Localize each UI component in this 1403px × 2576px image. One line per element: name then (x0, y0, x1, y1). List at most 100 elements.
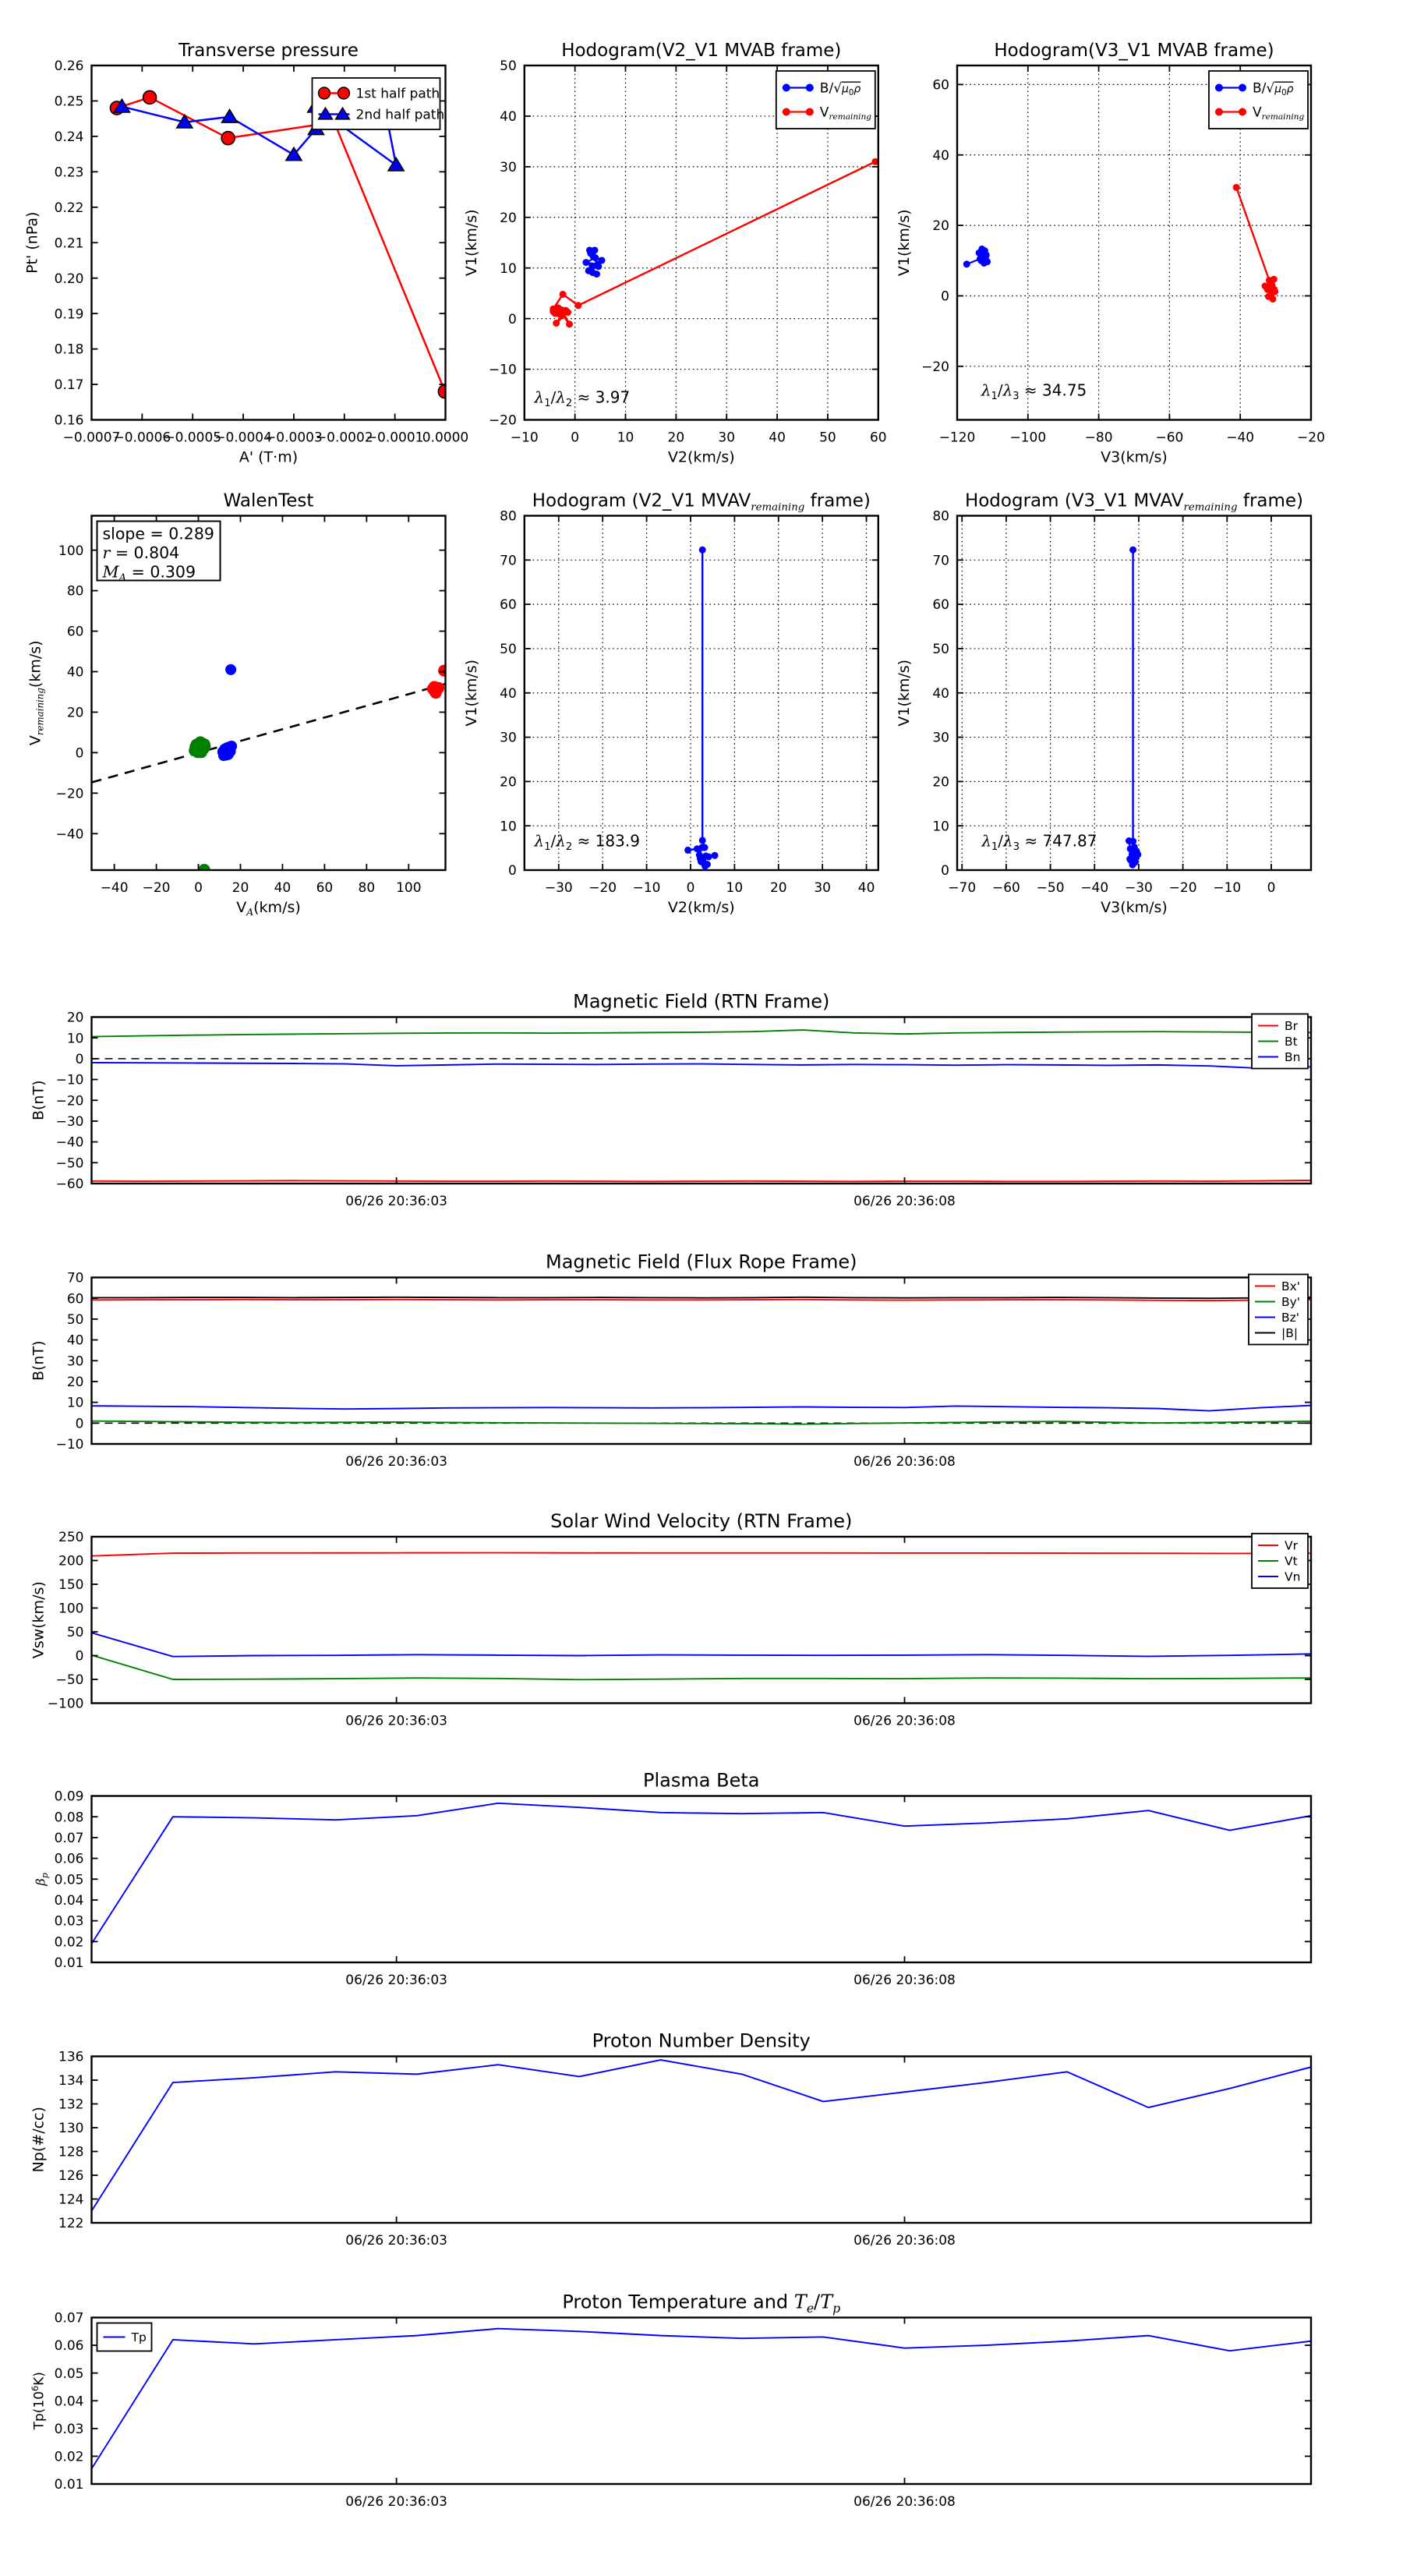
series-b-sqrt-mu0-rho- (582, 246, 606, 278)
chart-magnetic-field-rtn: 06/26 20:36:03 06/26 20:36:08 −60 −50 −40 −30… (30, 991, 1313, 1209)
y-tick-label: 150 (58, 1577, 83, 1593)
x-tick-label: −10 (1213, 880, 1241, 896)
marker-circle (226, 741, 238, 752)
legend-label: Vremaining (1253, 104, 1304, 122)
x-tick-label: −0.0005 (164, 430, 221, 446)
x-tick-label: −20 (1169, 880, 1197, 896)
x-tick-label: 06/26 20:36:08 (853, 1973, 956, 1988)
y-tick-label: 0.05 (55, 1872, 84, 1888)
chart-hodogram-v2v1-mvav: −30 −20 −10 0 10 20 30 40 0 10 20 30 40 50 60 70 80 Hodog… (463, 491, 879, 916)
axes-background (91, 1277, 1311, 1444)
stats-line: MA = 0.309 (102, 562, 196, 584)
marker-circle (553, 319, 560, 327)
axes-background (91, 2056, 1311, 2223)
series-area (91, 663, 446, 870)
tick-labels-hodogram-v3v1-mvab: −120 −100 −80 −60 −40 −20 −20 0 20 40 60 (921, 78, 1325, 446)
marker-circle (711, 851, 719, 859)
chart-walen-test: −40 −20 0 20 40 60 80 100 −40 −20 0 20 40 60 80 100 Wale… (27, 491, 447, 918)
marker-circle (699, 857, 707, 865)
x-tick-label: 06/26 20:36:03 (345, 1714, 447, 1729)
y-tick-label: 60 (932, 78, 949, 94)
series-line (91, 2327, 1311, 2469)
legend-hodogram-v3v1-mvab: B/√μ0ρ Vremaining (1208, 70, 1309, 129)
y-tick-label: 80 (67, 584, 84, 600)
marker-circle (871, 157, 878, 165)
x-tick-label: 20 (668, 430, 685, 446)
ticks-transverse-pressure (90, 65, 447, 421)
y-tick-label: 80 (500, 509, 517, 525)
x-tick-label: 80 (359, 880, 376, 896)
series-area (91, 1552, 1311, 1681)
y-tick-label: 40 (67, 1333, 84, 1349)
tick-labels-proton-temperature: 06/26 20:36:03 06/26 20:36:08 0.01 0.02 0.03… (55, 2311, 956, 2510)
y-tick-label: 132 (58, 2097, 83, 2113)
y-tick-label: 0.21 (55, 235, 84, 251)
y-tick-label: 0.01 (55, 2477, 84, 2493)
series-red-cluster (426, 664, 446, 699)
marker-circle (189, 741, 202, 753)
x-tick-label: 0 (687, 880, 695, 896)
x-tick-label: 100 (396, 880, 421, 896)
y-tick-label: 122 (58, 2216, 83, 2231)
y-axis-label: Pt' (nPa) (24, 212, 41, 274)
series-blue-cluster (217, 663, 238, 762)
y-tick-label: −10 (56, 1437, 84, 1453)
x-tick-label: −0.0006 (113, 430, 171, 446)
x-tick-label: 30 (814, 880, 831, 896)
x-tick-label: 50 (819, 430, 836, 446)
y-tick-label: 80 (932, 509, 949, 525)
chart-title: Proton Temperature and Te/Tp (562, 2291, 840, 2316)
series-line (91, 1061, 1311, 1070)
marker-circle (566, 320, 574, 328)
axes-frame (90, 2055, 1313, 2224)
x-tick-label: 06/26 20:36:03 (345, 2494, 447, 2510)
tick-labels-solar-wind-velocity-rtn: 06/26 20:36:03 06/26 20:36:08 −100 −50 0 50 10… (48, 1530, 956, 1729)
marker-circle (981, 259, 988, 267)
marker-circle (1270, 285, 1278, 293)
y-tick-label: 50 (500, 58, 517, 74)
y-tick-label: 0.22 (55, 200, 84, 216)
series-line (122, 105, 398, 166)
x-tick-label: 0 (194, 880, 203, 896)
series-fit-line-slope-0-289 (91, 682, 446, 784)
y-tick-label: 0 (508, 863, 517, 879)
y-tick-label: 40 (500, 109, 517, 125)
x-tick-label: −40 (101, 880, 129, 896)
y-tick-label: −40 (56, 826, 84, 842)
axes-frame (90, 1535, 1313, 1704)
marker-circle (225, 663, 237, 675)
series-green-cluster (189, 736, 211, 870)
marker-circle (1270, 275, 1278, 283)
grid-hodogram-v3v1-mvav (957, 515, 1311, 870)
chart-hodogram-v2v1-mvab: −10 0 10 20 30 40 50 60−20−1001020304050Hodogra… (463, 41, 887, 466)
tick-labels-walen-test: −40 −20 0 20 40 60 80 100 −40 −20 0 20 40 60 80 100 (56, 543, 422, 896)
chart-solar-wind-velocity-rtn: 06/26 20:36:03 06/26 20:36:08 −100 −50 0 50 10… (30, 1510, 1313, 1729)
y-tick-label: 0.16 (55, 413, 84, 429)
y-tick-label: 70 (932, 553, 949, 568)
series-area (684, 546, 719, 870)
y-tick-label: 0.01 (55, 1955, 84, 1971)
marker-circle (198, 738, 210, 751)
chart-transverse-pressure: −0.0007−0.0006−0.0005−0.0004−0.0003−0.00… (24, 41, 469, 466)
y-tick-label: 40 (932, 686, 949, 702)
x-tick-label: −40 (1080, 880, 1108, 896)
marker-circle (574, 302, 582, 310)
y-tick-label: 0.02 (55, 1934, 84, 1950)
marker-circle (554, 304, 562, 312)
marker-circle (1126, 855, 1134, 863)
y-tick-label: 10 (932, 819, 949, 834)
y-tick-label: 60 (67, 1291, 84, 1307)
y-tick-label: 0.04 (55, 1893, 84, 1909)
y-tick-label: 0.26 (55, 58, 84, 74)
chart-title: Hodogram(V2_V1 MVAB frame) (561, 41, 841, 61)
marker-circle (1267, 291, 1275, 299)
marker-triangle (175, 113, 194, 129)
marker-circle (1239, 108, 1246, 116)
legend-label: Bx' (1281, 1279, 1300, 1293)
y-tick-label: 20 (500, 211, 517, 226)
x-tick-label: 06/26 20:36:08 (853, 2494, 956, 2510)
legend-label: |B| (1281, 1326, 1298, 1340)
